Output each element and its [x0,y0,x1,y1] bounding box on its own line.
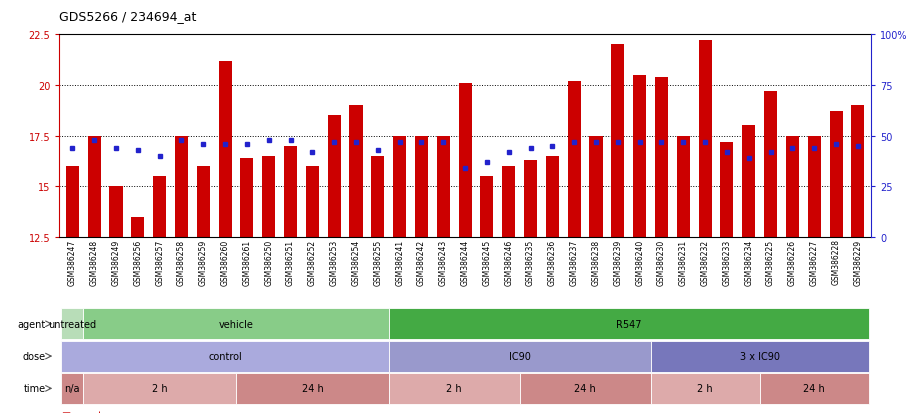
Text: 2 h: 2 h [151,383,168,394]
Bar [458,84,471,237]
Bar [589,136,602,237]
Text: IC90: IC90 [508,351,530,361]
Bar [546,157,558,237]
Bar [524,161,537,237]
Bar [262,157,275,237]
Bar [567,82,580,237]
Bar [153,177,166,237]
Text: agent: agent [17,319,46,329]
Bar [175,136,188,237]
Bar [109,187,122,237]
Bar [87,136,100,237]
Text: dose: dose [23,351,46,361]
Bar [393,136,405,237]
Text: 24 h: 24 h [302,383,322,394]
Bar [66,166,79,237]
Text: ■ count: ■ count [62,410,102,413]
Bar [305,166,319,237]
Text: 24 h: 24 h [574,383,596,394]
Bar [720,142,732,237]
Bar [850,106,864,237]
Bar [610,45,624,237]
Bar [371,157,384,237]
Text: vehicle: vehicle [219,319,253,329]
Text: n/a: n/a [65,383,80,394]
Text: 24 h: 24 h [803,383,824,394]
Bar [241,159,253,237]
Bar [131,217,144,237]
Text: time: time [24,383,46,394]
Text: R547: R547 [615,319,640,329]
Text: 3 x IC90: 3 x IC90 [739,351,779,361]
Bar [742,126,754,237]
Bar [480,177,493,237]
Text: 2 h: 2 h [697,383,712,394]
Bar [698,41,711,237]
Text: untreated: untreated [48,319,97,329]
Bar [283,147,297,237]
Bar [415,136,427,237]
Bar [807,136,820,237]
Bar [785,136,798,237]
Bar [654,78,667,237]
Bar [676,136,689,237]
Bar [327,116,341,237]
Text: control: control [208,351,241,361]
Bar [632,76,646,237]
Bar [436,136,449,237]
Bar [763,92,776,237]
Bar [197,166,210,237]
Bar [219,62,231,237]
Bar [349,106,363,237]
Text: GDS5266 / 234694_at: GDS5266 / 234694_at [59,10,197,23]
Text: 2 h: 2 h [445,383,462,394]
Bar [829,112,842,237]
Bar [502,166,515,237]
